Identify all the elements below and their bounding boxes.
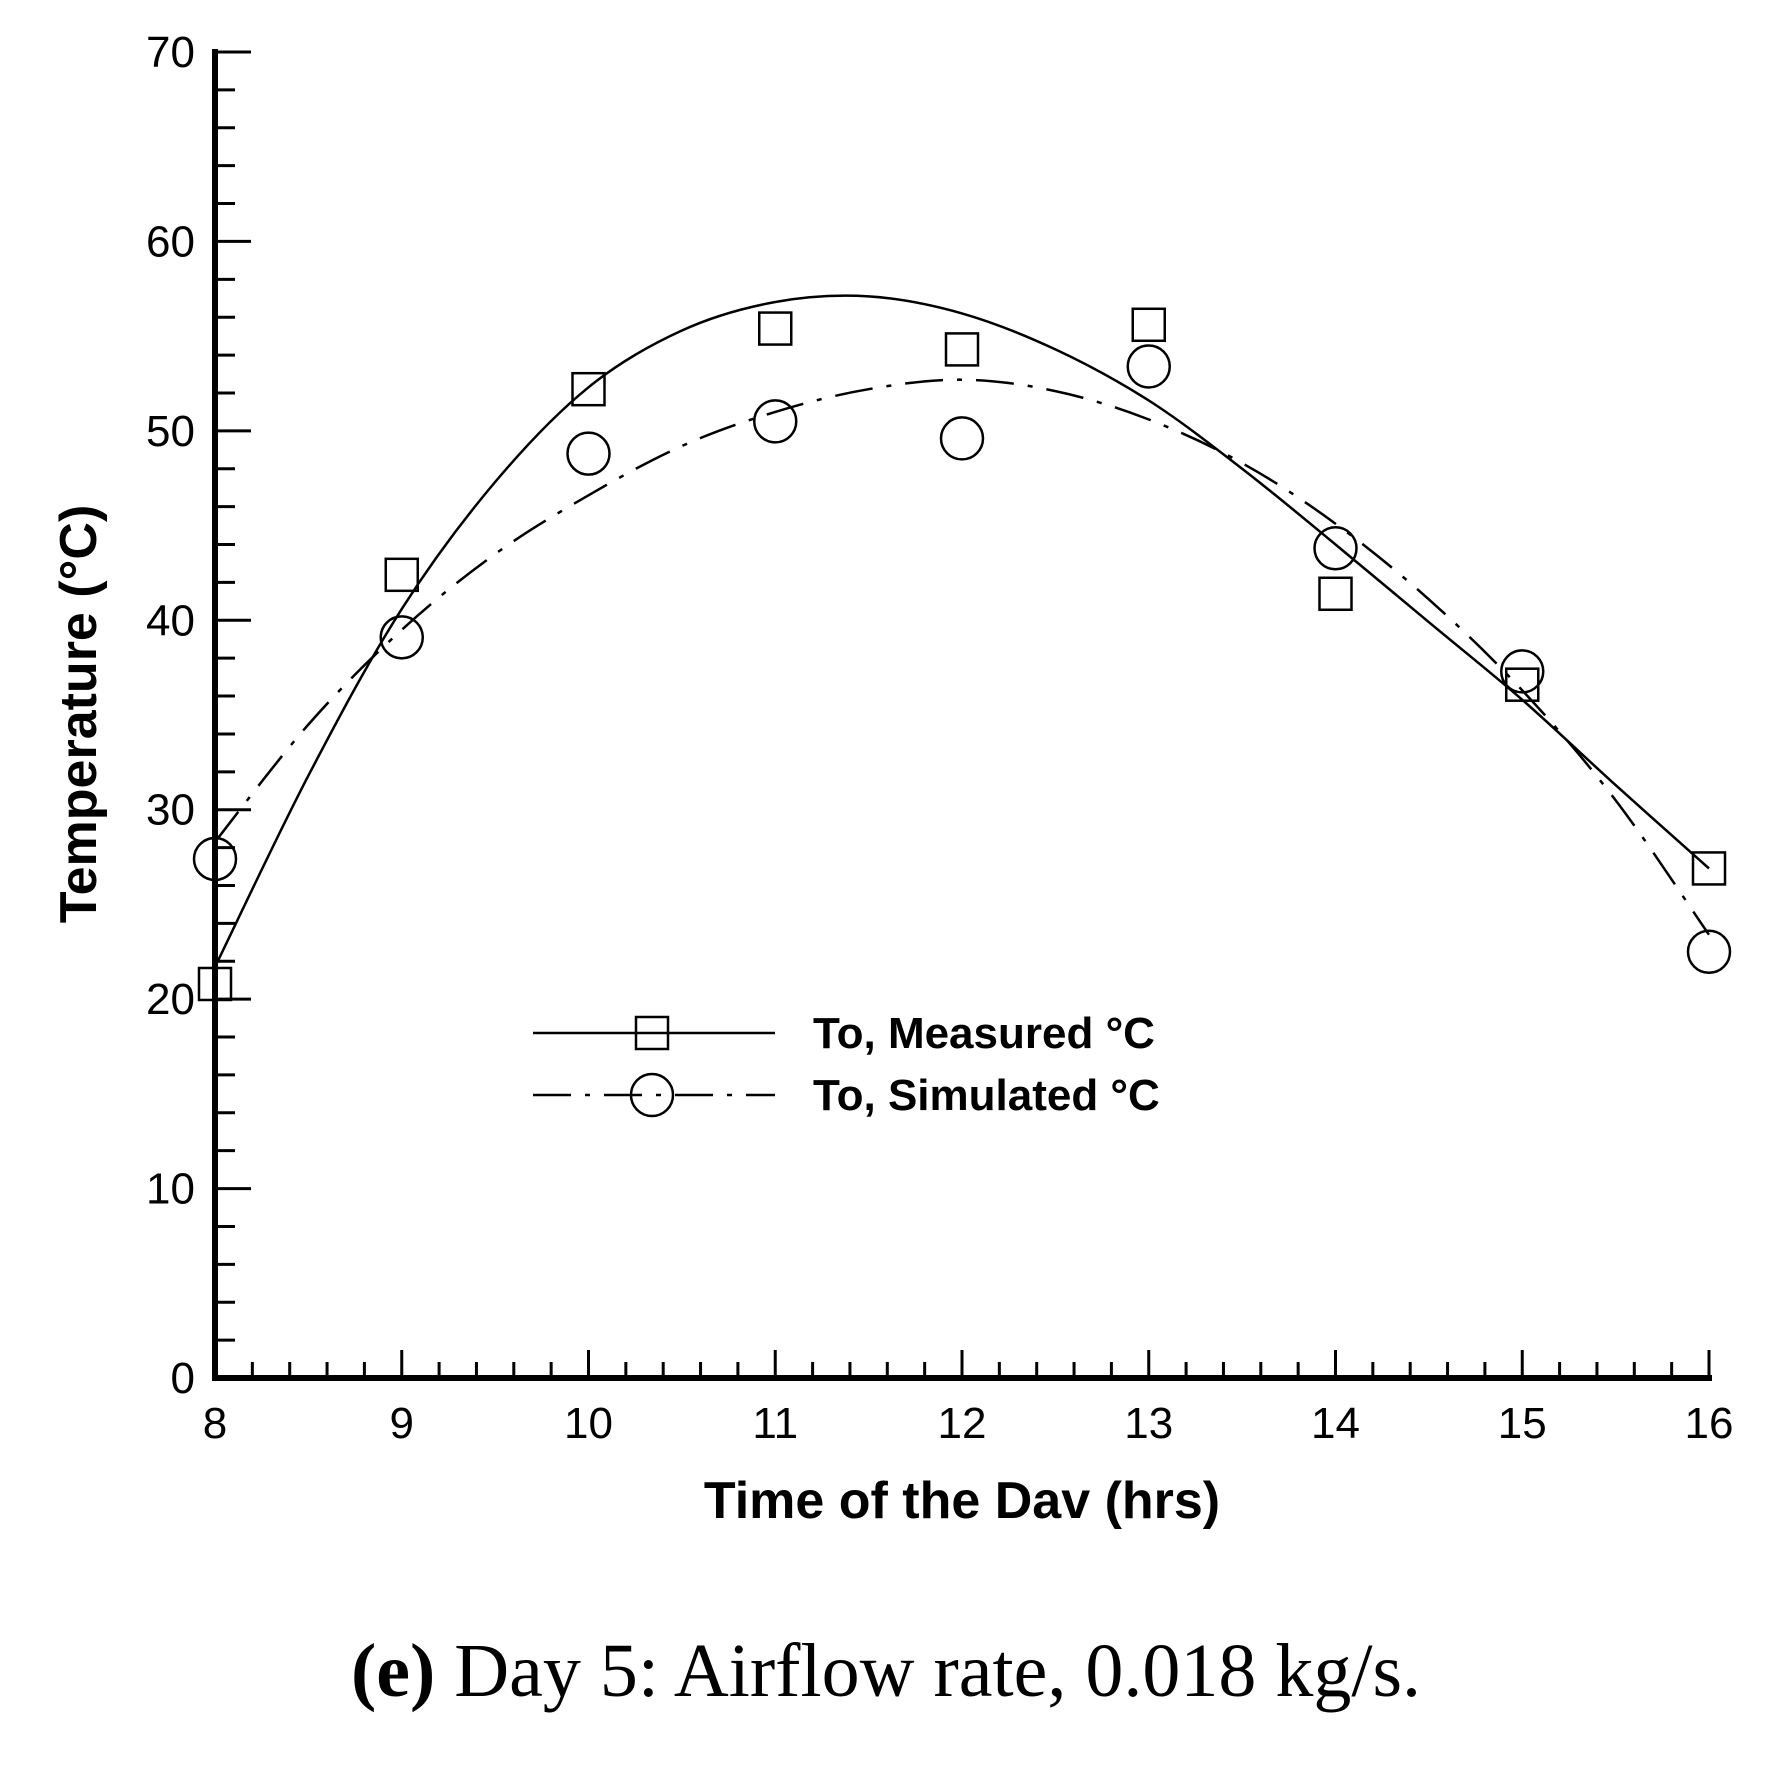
x-tick-label: 12 — [938, 1399, 987, 1448]
axes — [212, 49, 1712, 1381]
simulated-point — [566, 431, 611, 476]
simulated-point — [753, 399, 798, 444]
x-tick-label: 16 — [1685, 1399, 1734, 1448]
data-markers — [192, 307, 1732, 1002]
legend-label: To, Measured °C — [813, 1009, 1155, 1058]
measured-point — [1131, 307, 1166, 343]
x-tick-label: 13 — [1124, 1399, 1173, 1448]
y-tick-label: 20 — [146, 975, 195, 1024]
measured-point — [758, 311, 793, 346]
legend-label: To, Simulated °C — [813, 1071, 1160, 1120]
legend-marker — [634, 1015, 670, 1051]
figure-caption: (e) Day 5: Airflow rate, 0.018 kg/s. — [0, 1628, 1772, 1715]
caption-text: Day 5: Airflow rate, 0.018 kg/s. — [435, 1629, 1422, 1713]
measured-point — [1505, 667, 1540, 702]
x-tick-label: 15 — [1498, 1399, 1547, 1448]
simulated-point — [1686, 929, 1732, 975]
y-tick-label: 50 — [146, 407, 195, 456]
y-tick-label: 70 — [146, 28, 195, 77]
simulated-curve — [214, 378, 1711, 936]
x-tick-label: 11 — [752, 1399, 798, 1448]
y-tick-label: 10 — [146, 1165, 195, 1214]
measured-point — [1691, 851, 1727, 886]
measured-point — [1318, 576, 1353, 612]
y-tick-label: 30 — [146, 786, 195, 835]
simulated-point — [1313, 526, 1358, 571]
measured-point — [384, 557, 419, 593]
simulated-point — [1126, 344, 1171, 389]
axis-ticks — [213, 50, 1711, 1380]
measured-point — [944, 332, 980, 367]
simulated-point — [939, 416, 985, 461]
y-tick-label: 60 — [146, 217, 195, 266]
caption-label: (e) — [350, 1629, 436, 1713]
x-tick-label: 8 — [203, 1399, 227, 1448]
y-tick-label: 40 — [146, 596, 195, 645]
legend-marker — [629, 1072, 675, 1118]
simulated-point — [1500, 649, 1545, 694]
fit-curves — [213, 294, 1711, 968]
x-tick-label: 10 — [564, 1399, 613, 1448]
y-tick-label: 0 — [171, 1354, 195, 1403]
x-tick-label: 14 — [1311, 1399, 1360, 1448]
legend: To, Measured °C To, Simulated °C — [533, 1009, 1160, 1120]
simulated-point — [379, 615, 424, 660]
x-axis-title: Time of the Dav (hrs) — [704, 1472, 1220, 1530]
x-tick-label: 9 — [390, 1399, 414, 1448]
y-axis-title: Temperature (°C) — [50, 505, 108, 924]
measured-point — [571, 371, 606, 407]
tick-labels: 8 9 10 11 12 13 14 15 16 0 10 20 30 40 50 60 70 — [146, 28, 1733, 1448]
measured-curve — [213, 294, 1710, 968]
